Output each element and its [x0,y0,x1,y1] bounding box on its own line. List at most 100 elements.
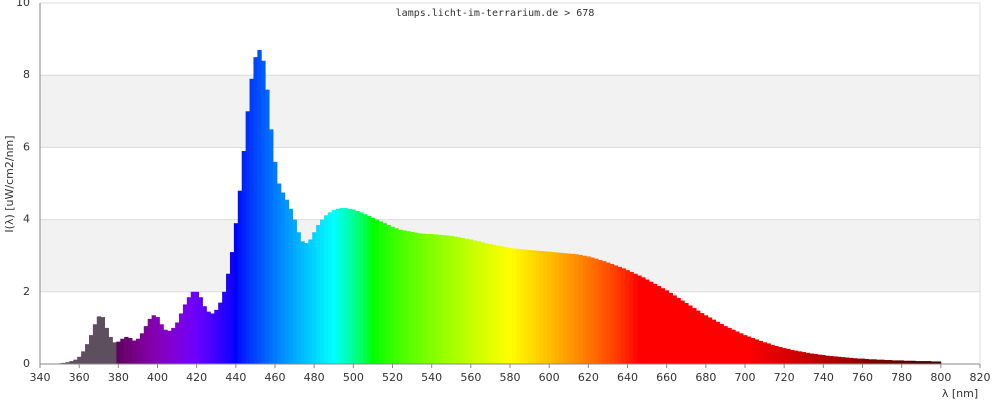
x-tick-label: 620 [578,371,599,384]
spectrum-bar [249,78,254,364]
spectrum-bar [543,251,548,364]
spectrum-bar [171,327,176,364]
spectrum-bar [496,245,501,364]
spectrum-bar [848,357,854,364]
spectrum-bar [441,235,446,364]
spectrum-bar [758,340,764,364]
spectrum-bar [276,183,282,364]
spectrum-area [59,49,942,365]
spectrum-bar [112,342,117,364]
spectrum-bar [202,306,207,364]
spectrum-bar [801,352,807,364]
spectrum-bar [335,208,341,364]
spectrum-bar [707,317,713,364]
spectrum-bar [731,329,736,364]
spectrum-bar [457,237,462,364]
x-tick-label: 640 [617,371,638,384]
spectrum-bar [100,317,106,364]
spectrum-bar [535,250,540,364]
spectrum-bar [641,277,646,364]
spectrum-bar [492,244,497,364]
spectrum-bar [876,359,881,364]
spectrum-bar [774,345,779,364]
spectrum-bar [527,249,532,364]
spectrum-bar [374,219,380,364]
x-tick-label: 440 [225,371,246,384]
spectrum-bar [406,231,411,364]
spectrum-bar [194,291,200,364]
spectrum-bar [320,219,325,364]
spectrum-bar [660,288,666,364]
x-tick-label: 600 [539,371,560,384]
spectrum-bar [394,228,399,364]
spectrum-bar [480,242,485,364]
spectrum-bar [269,129,274,364]
spectrum-bar [605,262,611,364]
x-tick-label: 660 [656,371,677,384]
spectrum-bar [210,313,215,364]
spectrum-bar [355,210,360,364]
spectrum-bar [139,333,145,364]
spectrum-bar [85,344,90,364]
spectrum-bar [621,268,626,364]
spectrum-bar [81,351,86,364]
spectrum-bar [821,354,826,364]
spectrum-bar [652,283,658,364]
spectrum-bar [300,241,305,364]
spectrum-bar [398,229,403,364]
x-tick-label: 400 [147,371,168,384]
spectrum-bar [308,239,313,364]
spectrum-bar [872,359,877,364]
spectrum-bar [186,297,192,364]
x-tick-label: 580 [500,371,521,384]
spectrum-bar [218,302,223,364]
spectrum-bar [903,360,908,364]
spectrum-bar [672,295,677,364]
y-tick-label: 10 [16,0,30,9]
spectrum-bar [797,351,803,364]
spectrum-bar [359,212,364,364]
spectrum-bar [449,235,454,364]
spectrum-bar [288,208,294,364]
spectrum-bar [327,212,333,364]
spectrum-bar [656,286,662,364]
spectrum-bar [813,353,818,364]
spectrum-bar [163,329,168,364]
spectrum-bar [124,336,129,364]
spectrum-bar [312,232,317,364]
spectrum-bar [410,231,415,364]
spectrum-bar [574,254,579,364]
x-tick-label: 720 [774,371,795,384]
x-tick-label: 340 [30,371,51,384]
spectrum-bar [664,290,670,364]
spectrum-bar [88,335,94,364]
spectrum-bar [147,318,153,364]
spectrum-bar [386,225,391,364]
spectrum-bar [159,324,164,364]
spectrum-bar [464,238,470,364]
spectrum-bar [833,356,838,364]
spectrum-bar [770,344,775,364]
x-tick-label: 360 [69,371,90,384]
y-tick-label: 6 [23,140,30,153]
spectrum-bar [884,360,889,364]
spectrum-bar [128,338,133,364]
spectrum-bar [782,348,787,364]
spectrum-bar [699,313,705,364]
spectrum-bar [206,311,211,364]
spectrum-bar [735,331,740,364]
spectrum-bar [222,291,227,364]
spectrum-bar [551,252,556,364]
spectrum-bar [919,361,924,364]
spectrum-bar [280,192,286,364]
spectrum-bar [92,324,98,364]
spectrum-bar [132,340,137,364]
spectrum-bar [829,356,834,364]
chart-title: lamps.licht-im-terrarium.de > 678 [396,8,595,19]
spectrum-bar [809,353,814,364]
spectrum-bar [840,357,846,364]
spectrum-bar [566,253,572,364]
spectrum-bar [790,349,795,364]
spectrum-bar [931,361,936,364]
spectrum-bar [907,360,912,364]
